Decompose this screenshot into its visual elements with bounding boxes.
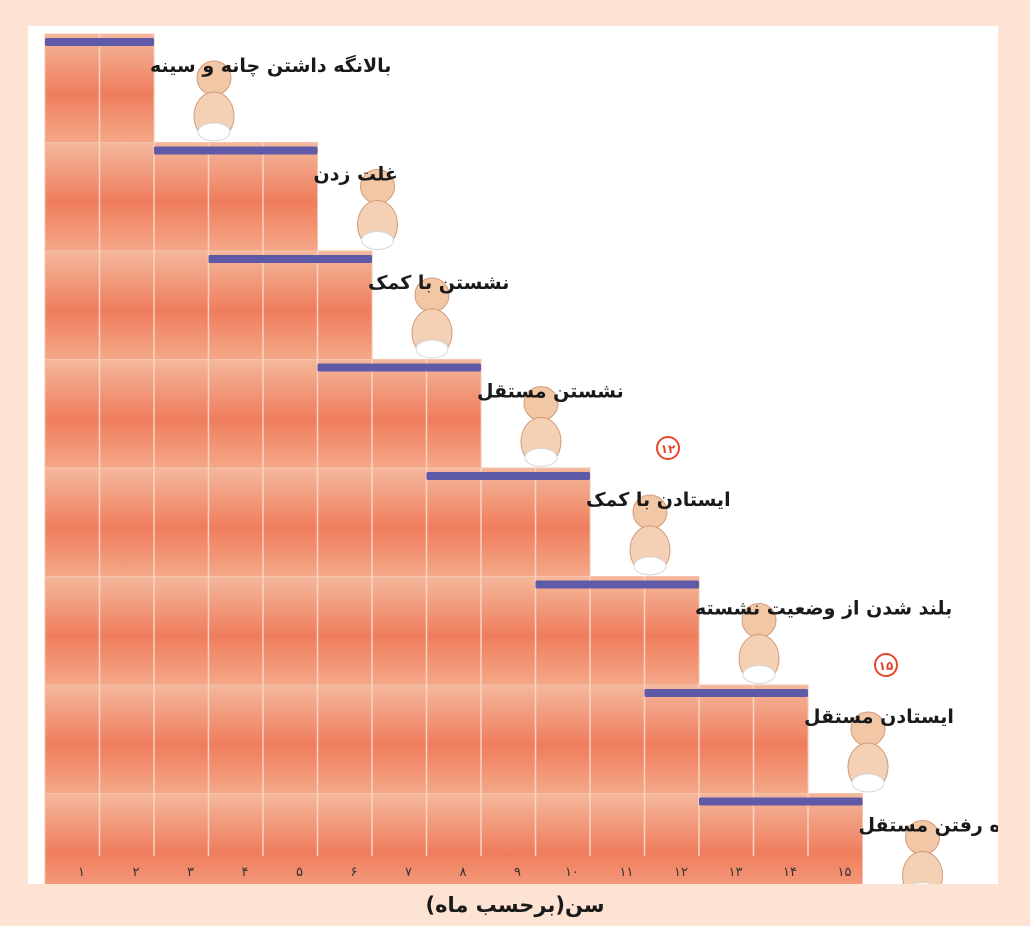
callout-text: ۱۵ bbox=[879, 659, 894, 673]
x-tick-label: ۶ bbox=[351, 865, 358, 880]
age-range-line bbox=[45, 38, 154, 46]
baby-diaper bbox=[415, 339, 449, 359]
baby-diaper bbox=[851, 773, 885, 793]
milestone-label: ایستادن با کمک bbox=[586, 489, 731, 511]
milestone-label: نشستن مستقل bbox=[477, 381, 624, 403]
x-tick-label: ۷ bbox=[405, 865, 412, 880]
baby-standing-with-support-icon bbox=[629, 494, 671, 576]
x-tick-label: ۵ bbox=[296, 865, 303, 880]
milestone-label: ایستادن مستقل bbox=[804, 706, 954, 728]
milestone-label: غلت زدن bbox=[314, 164, 398, 186]
baby-sitting-icon bbox=[520, 386, 562, 467]
toddler-standing-icon bbox=[847, 711, 889, 793]
age-range-line bbox=[208, 255, 372, 263]
x-tick-label: ۹ bbox=[514, 865, 521, 880]
chart-frame: ۱۲ ۱۵ بالانگه داشتن چانه و سینه غلت زدن نشس… bbox=[28, 26, 1018, 903]
milestone-label: راه رفتن مستقل bbox=[859, 815, 999, 837]
x-tick-label: ۱۱ bbox=[620, 865, 634, 880]
baby-diaper bbox=[524, 448, 558, 467]
baby-pulling-up-icon bbox=[738, 603, 780, 684]
milestone-bar bbox=[44, 142, 318, 252]
baby-diaper bbox=[633, 556, 667, 576]
x-tick-label: ۱۰ bbox=[565, 865, 579, 880]
baby-lifting-chin-icon bbox=[193, 60, 235, 142]
baby-body bbox=[902, 851, 943, 900]
x-tick-label: ۱۲ bbox=[674, 865, 688, 880]
milestone-bar bbox=[44, 793, 863, 903]
callout-circle bbox=[656, 436, 680, 460]
callout-circle bbox=[874, 653, 898, 677]
milestone-label: بلند شدن از وضعیت نشسته bbox=[695, 598, 952, 620]
callout-text: ۱۲ bbox=[661, 442, 676, 456]
baby-diaper bbox=[742, 665, 776, 684]
x-tick-label: ۱۴ bbox=[783, 865, 797, 880]
age-range-line bbox=[426, 472, 590, 480]
x-tick-label: ۸ bbox=[460, 865, 467, 880]
x-tick-label: ۱۵ bbox=[838, 865, 852, 880]
age-range-line bbox=[699, 797, 863, 806]
age-range-line bbox=[644, 689, 808, 697]
age-range-line bbox=[535, 580, 699, 589]
age-range-line bbox=[154, 146, 318, 155]
x-tick-label: ۳ bbox=[187, 865, 194, 880]
x-tick-label: ۲ bbox=[133, 865, 140, 880]
milestone-label: نشستن با کمک bbox=[368, 272, 509, 294]
x-axis-label: سن(برحسب ماه) bbox=[425, 893, 605, 917]
baby-diaper bbox=[361, 231, 394, 250]
x-tick-label: ۴ bbox=[242, 865, 249, 880]
x-tick-label: ۱۳ bbox=[729, 865, 743, 880]
baby-rolling-icon bbox=[357, 169, 398, 250]
milestone-label: بالانگه داشتن چانه و سینه bbox=[150, 54, 391, 77]
baby-sitting-with-support-icon bbox=[411, 277, 453, 359]
x-tick-label: ۱ bbox=[78, 865, 85, 880]
age-range-line bbox=[317, 363, 481, 372]
baby-diaper bbox=[197, 122, 231, 142]
